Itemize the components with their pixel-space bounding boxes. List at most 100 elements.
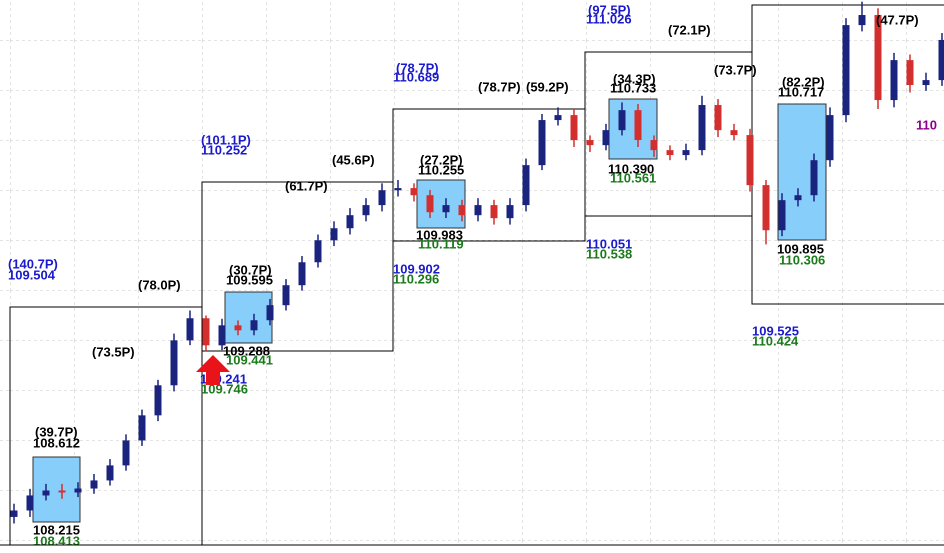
session-frames <box>9 4 944 545</box>
price-label: (78.7P) <box>478 79 521 94</box>
candle-body <box>170 340 178 386</box>
price-label: 110.306 <box>779 252 825 267</box>
candle-body <box>602 130 610 146</box>
price-label: 108.413 <box>33 533 80 548</box>
candle-body <box>362 205 370 216</box>
candle-body <box>586 140 594 146</box>
candle-body <box>538 120 546 166</box>
price-label: (82.2P) <box>782 74 825 89</box>
candle-body <box>650 140 658 151</box>
price-label: 110.252 <box>201 142 247 157</box>
candle-body <box>938 39 944 81</box>
candles <box>10 1 944 524</box>
candle-body <box>330 228 338 241</box>
price-label: 111.026 <box>586 11 632 26</box>
candle-body <box>410 188 418 196</box>
price-label: (101.1P) <box>201 132 251 147</box>
candle-body <box>10 510 18 517</box>
candle-body <box>554 115 562 121</box>
candle-body <box>682 150 690 156</box>
signal-arrow <box>196 355 230 385</box>
candle-body <box>874 15 882 101</box>
price-label: 110.689 <box>393 69 439 84</box>
candle-body <box>714 105 722 131</box>
price-label: (39.7P) <box>35 424 78 439</box>
candle-body <box>154 385 162 416</box>
price-label: 110.119 <box>418 236 464 251</box>
price-label: 110.424 <box>752 333 799 348</box>
price-label: (140.7P) <box>8 256 58 271</box>
candle-body <box>810 160 818 196</box>
price-label: 108.215 <box>33 522 80 537</box>
candle-body <box>426 195 434 213</box>
candle-body <box>778 200 786 231</box>
candle-body <box>234 325 242 331</box>
price-label: 109.895 <box>777 241 824 256</box>
candle-body <box>906 60 914 86</box>
price-label: 110.296 <box>393 271 439 286</box>
candle-body <box>506 205 514 219</box>
price-label: (78.0P) <box>138 277 181 292</box>
price-label: 110.538 <box>586 246 632 261</box>
price-label: (30.7P) <box>229 262 272 277</box>
candle-body <box>442 205 450 213</box>
candle-body <box>26 495 34 511</box>
candle-body <box>90 480 98 489</box>
candle-body <box>890 60 898 101</box>
candle-body <box>394 188 402 191</box>
candle-body <box>922 80 930 86</box>
price-label: (73.7P) <box>714 62 757 77</box>
price-label: (47.7P) <box>876 12 919 27</box>
price-label: 109.504 <box>8 267 56 282</box>
candle-body <box>122 440 130 466</box>
candle-body <box>298 262 306 286</box>
candle-body <box>522 165 530 206</box>
candle-body <box>218 325 226 346</box>
price-label: 110 <box>916 117 937 132</box>
price-label: (27.2P) <box>420 152 463 167</box>
candle-body <box>250 320 258 331</box>
candle-body <box>746 135 754 186</box>
price-label: 110.717 <box>778 84 824 99</box>
candle-body <box>58 490 66 493</box>
candle-body <box>474 205 482 216</box>
candle-body <box>378 190 386 206</box>
price-label: 110.390 <box>608 161 654 176</box>
candle-body <box>74 488 82 493</box>
price-label: 109.288 <box>223 343 270 358</box>
price-label: (97.5P) <box>588 2 631 17</box>
price-label: 110.733 <box>610 80 656 95</box>
price-label: (34.3P) <box>613 71 656 86</box>
candle-body <box>490 205 498 219</box>
price-label: 110.561 <box>610 170 656 185</box>
price-label: 109.983 <box>416 227 463 242</box>
candle-body <box>346 215 354 229</box>
price-label: (72.1P) <box>668 22 711 37</box>
candle-body <box>202 318 210 346</box>
price-label: (73.5P) <box>92 344 135 359</box>
candle-body <box>730 130 738 136</box>
candle-body <box>762 185 770 231</box>
price-label: 109.441 <box>226 352 273 367</box>
candle-body <box>186 318 194 341</box>
price-label: 110.255 <box>418 162 464 177</box>
price-label: 108.612 <box>33 435 80 450</box>
price-label: 109.595 <box>226 272 273 287</box>
candle-body <box>314 240 322 263</box>
price-label: (45.6P) <box>332 152 375 167</box>
candle-body <box>794 195 802 201</box>
price-label: 109.746 <box>201 381 248 396</box>
candle-body <box>618 110 626 131</box>
candle-body <box>282 285 290 306</box>
candle-body <box>570 115 578 141</box>
price-label: (61.7P) <box>285 178 328 193</box>
price-label: 109.902 <box>393 261 440 276</box>
price-label: 109.525 <box>752 323 799 338</box>
candle-body <box>842 25 850 116</box>
candle-body <box>698 105 706 151</box>
price-label: 110.051 <box>586 236 632 251</box>
range-boxes <box>32 98 827 523</box>
